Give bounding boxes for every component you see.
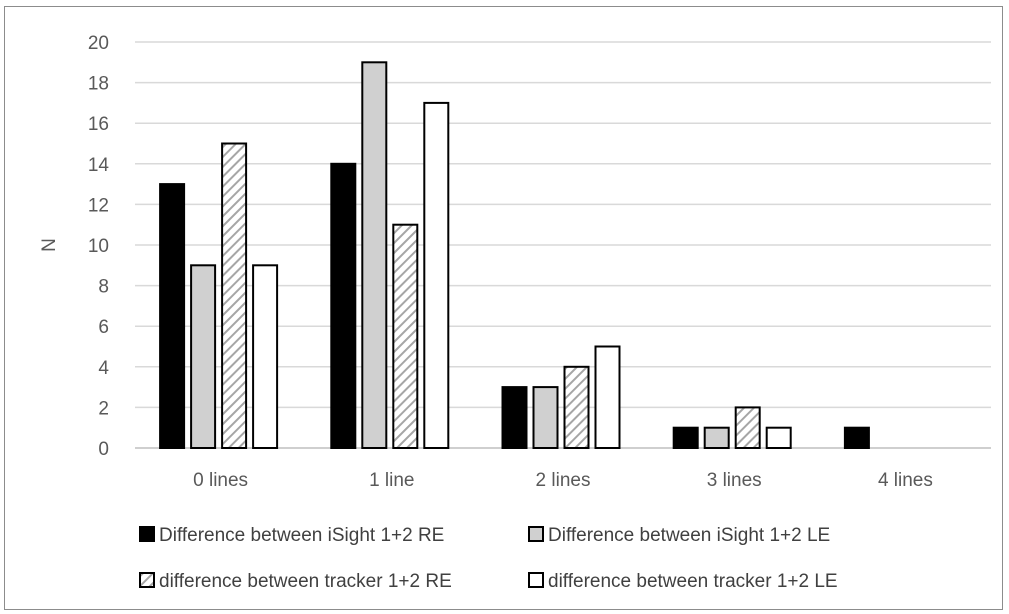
y-tick-label: 20 [88, 33, 109, 54]
legend-label: difference between tracker 1+2 RE [159, 571, 452, 592]
bar-1-2 [330, 162, 357, 450]
legend-item: Difference between iSight 1+2 LE [528, 525, 830, 546]
legend-item: difference between tracker 1+2 RE [139, 571, 452, 592]
y-tick-label: 18 [88, 74, 109, 95]
bar-2-3 [532, 386, 559, 450]
y-tick-label: 0 [98, 439, 109, 460]
x-tick-label: 4 lines [878, 470, 933, 491]
bar-3-2 [392, 223, 419, 449]
y-tick-label: 10 [88, 236, 109, 257]
legend-label: difference between tracker 1+2 LE [548, 571, 838, 592]
x-tick-label: 3 lines [707, 470, 762, 491]
bar-chart: 0 2 4 6 8 10 12 14 16 18 20 0 lines 1 line 2 lines 3 … [39, 33, 991, 592]
x-tick-label: 2 lines [536, 470, 591, 491]
y-tick-label: 12 [88, 195, 109, 216]
y-tick-label: 14 [88, 155, 110, 176]
bar-3-3 [563, 365, 590, 449]
legend-swatch [139, 526, 155, 542]
chart-frame: 0 2 4 6 8 10 12 14 16 18 20 0 lines 1 line 2 lines 3 … [4, 6, 1003, 610]
bar-1-4 [672, 426, 699, 450]
legend-item: Difference between iSight 1+2 RE [139, 525, 444, 546]
legend-label: Difference between iSight 1+2 LE [548, 525, 830, 546]
legend-label: Difference between iSight 1+2 RE [159, 525, 444, 546]
y-axis-title: N [39, 238, 60, 252]
bars [159, 61, 870, 450]
x-tick-label: 1 line [369, 470, 414, 491]
x-tick-label: 0 lines [193, 470, 248, 491]
y-tick-label: 8 [98, 277, 109, 298]
bar-1-5 [843, 426, 870, 450]
bar-2-2 [361, 61, 388, 450]
legend-swatch [139, 572, 155, 588]
bar-1-3 [501, 386, 528, 450]
bar-3-4 [734, 406, 761, 449]
bar-4-3 [594, 345, 621, 449]
y-tick-label: 4 [98, 358, 109, 379]
bar-4-2 [423, 101, 450, 450]
bar-3-1 [221, 142, 248, 449]
x-axis-tick-labels: 0 lines 1 line 2 lines 3 lines 4 lines [193, 470, 933, 491]
y-tick-label: 16 [88, 114, 109, 135]
bar-1-1 [159, 183, 186, 449]
bar-4-1 [252, 264, 279, 449]
y-axis-tick-labels: 0 2 4 6 8 10 12 14 16 18 20 [88, 33, 110, 460]
bar-2-1 [190, 264, 217, 449]
y-tick-label: 6 [98, 317, 109, 338]
legend-swatch [528, 526, 544, 542]
y-tick-label: 2 [98, 398, 109, 419]
bar-2-4 [703, 426, 730, 450]
legend-item: difference between tracker 1+2 LE [528, 571, 838, 592]
legend: Difference between iSight 1+2 RE Differen… [139, 525, 838, 592]
bar-4-4 [765, 426, 792, 450]
legend-swatch [528, 572, 544, 588]
